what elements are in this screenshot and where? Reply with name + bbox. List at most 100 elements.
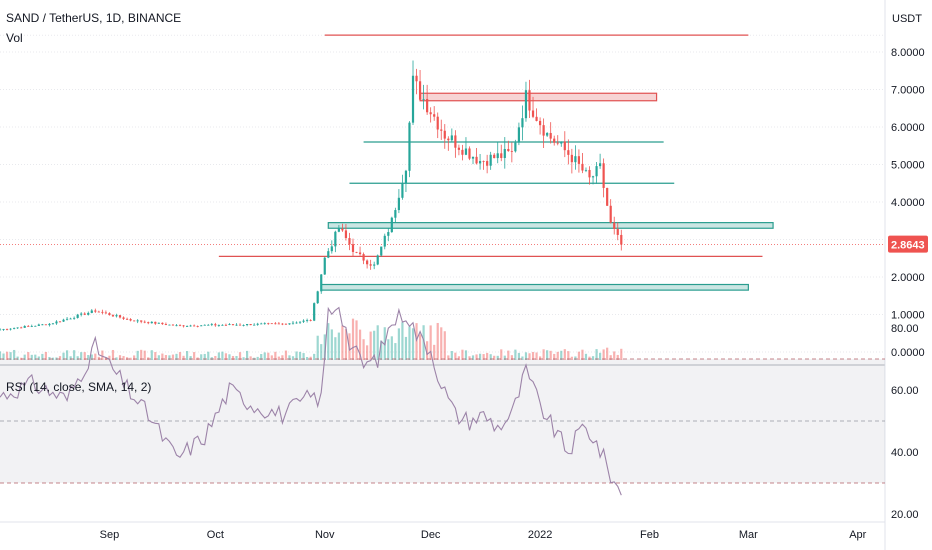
volume-bar [560,350,563,360]
volume-bar [415,323,418,360]
candle-body [521,118,524,128]
volume-bar [595,349,598,360]
volume-bar [591,356,595,360]
candle-body [164,324,168,325]
volume-bar [94,353,97,360]
volume-bar [164,355,168,360]
volume-bar [528,353,531,360]
candle-body [546,132,549,136]
volume-bar [228,354,231,360]
volume-bars [0,318,623,360]
volume-bar [16,356,19,360]
candle-body [0,329,2,331]
candle-body [118,315,122,318]
volume-bar [231,355,235,360]
candle-body [415,75,418,82]
candle-body [574,156,577,163]
volume-bar [277,356,280,360]
volume-bar [168,355,171,360]
candle-body [193,325,196,327]
candle-body [595,166,598,177]
candle-body [528,90,531,111]
candle-body [185,326,189,327]
candle-body [178,325,182,327]
rsi-line [0,306,622,496]
volume-bar [101,350,104,360]
candle-body [175,325,178,327]
rsi-tick-label: 20.00 [891,509,919,521]
drawn-levels[interactable] [218,34,774,291]
volume-bar [362,339,365,360]
volume-bar [5,351,9,360]
volume-bar [330,329,333,360]
candle-body [235,324,238,326]
candle-body [436,116,439,130]
volume-bar [182,355,185,360]
candle-body [90,310,93,313]
volume-bar [97,356,100,360]
volume-bar [464,350,468,360]
candle-body [55,321,58,324]
volume-bar [306,356,309,360]
volume-bar [203,353,206,360]
time-tick-label: Nov [315,529,335,541]
candle-body [122,317,125,319]
volume-bar [440,327,443,360]
volume-bar [514,349,517,360]
volume-bar [517,352,521,360]
volume-bar [358,329,362,360]
candle-body [200,325,203,327]
volume-bar [376,325,379,360]
candle-body [140,320,143,322]
volume-bar [246,350,249,360]
candle-body [189,325,192,327]
candle-body [503,148,506,158]
volume-bar [185,351,189,360]
candle-body [581,163,584,171]
last-price-text: 2.8643 [891,240,925,252]
volume-bar [140,349,143,360]
candle-body [464,148,468,155]
candle-body [196,326,199,327]
volume-bar [260,354,263,360]
candle-body [588,169,591,178]
volume-bar [327,323,330,360]
candle-body [249,323,252,326]
volume-bar [620,348,623,360]
candle-body [397,197,400,211]
volume-bar [309,356,312,360]
volume-bar [390,336,393,360]
candle-body [104,312,107,314]
volume-bar [175,353,178,360]
candle-body [362,254,365,261]
candle-body [510,151,513,152]
candle-body [313,303,316,321]
volume-bar [291,356,295,360]
volume-bar [238,352,242,360]
candle-body [337,228,340,232]
volume-bar [542,349,545,360]
candle-body [2,329,5,330]
candle-body [429,112,432,115]
volume-bar [344,329,348,360]
volume-bar [133,355,136,360]
volume-bar [115,357,118,360]
volume-bar [496,355,499,360]
candle-body [411,75,415,123]
volume-bar [411,328,415,360]
volume-bar [0,351,2,360]
candle-body [556,142,559,144]
volume-bar [510,355,513,360]
time-tick-label: Apr [849,529,866,541]
volume-bar [267,352,270,360]
rsi-tick-label: 40.00 [891,447,919,459]
volume-bar [295,351,298,360]
time-tick-label: Feb [640,529,659,541]
volume-bar [87,355,90,360]
candle-body [133,320,136,322]
candle-body [48,323,51,326]
volume-bar [426,341,429,360]
candle-body [369,264,372,266]
candle-body [366,260,369,265]
